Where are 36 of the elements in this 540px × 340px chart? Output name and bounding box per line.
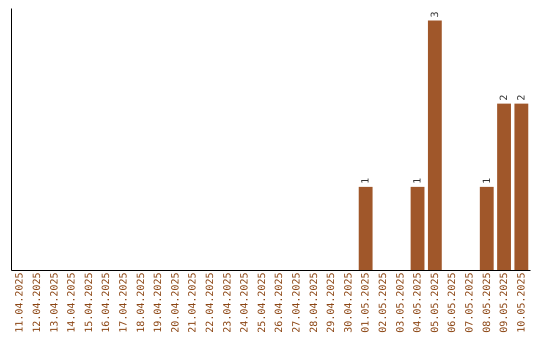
x-tick-label: 02.05.2025 [378, 272, 389, 333]
x-tick-label: 22.04.2025 [204, 272, 216, 333]
data-label: 3 [430, 11, 441, 18]
x-tick-label: 18.04.2025 [136, 272, 147, 333]
x-tick-label: 12.04.2025 [32, 272, 43, 333]
x-tick-label: 15.04.2025 [84, 272, 95, 333]
x-tick-label: 04.05.2025 [412, 272, 424, 333]
data-label: 2 [499, 94, 510, 101]
x-tick-label: 16.04.2025 [101, 272, 112, 333]
x-tick-label: 03.05.2025 [395, 272, 406, 333]
x-tick-label: 10.05.2025 [516, 272, 528, 333]
x-tick-label: 28.04.2025 [308, 272, 320, 333]
x-tick-label: 17.04.2025 [118, 272, 130, 333]
data-label: 1 [360, 178, 372, 184]
x-tick-label: 25.04.2025 [256, 272, 268, 333]
x-tick-label: 01.05.2025 [360, 272, 372, 333]
x-tick-label: 20.04.2025 [170, 272, 182, 333]
x-tick-label: 14.04.2025 [66, 272, 78, 333]
x-tick-label: 29.04.2025 [326, 272, 338, 333]
x-tick-label: 08.05.2025 [482, 272, 493, 333]
x-tick-label: 07.05.2025 [464, 272, 476, 333]
data-label: 1 [412, 178, 424, 184]
x-tick-label: 19.04.2025 [153, 272, 164, 333]
x-tick-label: 09.05.2025 [499, 272, 510, 333]
x-tick-label: 05.05.2025 [430, 272, 441, 333]
x-tick-label: 26.04.2025 [274, 272, 286, 333]
x-tick-label: 30.04.2025 [343, 272, 354, 333]
data-label: 1 [482, 178, 493, 184]
x-tick-label: 23.04.2025 [222, 272, 234, 333]
x-tick-label: 27.04.2025 [291, 272, 302, 333]
x-tick-label: 21.04.2025 [188, 272, 199, 333]
x-tick-label: 06.05.2025 [447, 272, 458, 333]
x-tick-label: 13.04.2025 [49, 272, 60, 333]
x-tick-label: 11.04.2025 [14, 272, 26, 333]
x-tick-label: 24.04.2025 [240, 272, 251, 333]
data-label: 2 [516, 94, 528, 101]
